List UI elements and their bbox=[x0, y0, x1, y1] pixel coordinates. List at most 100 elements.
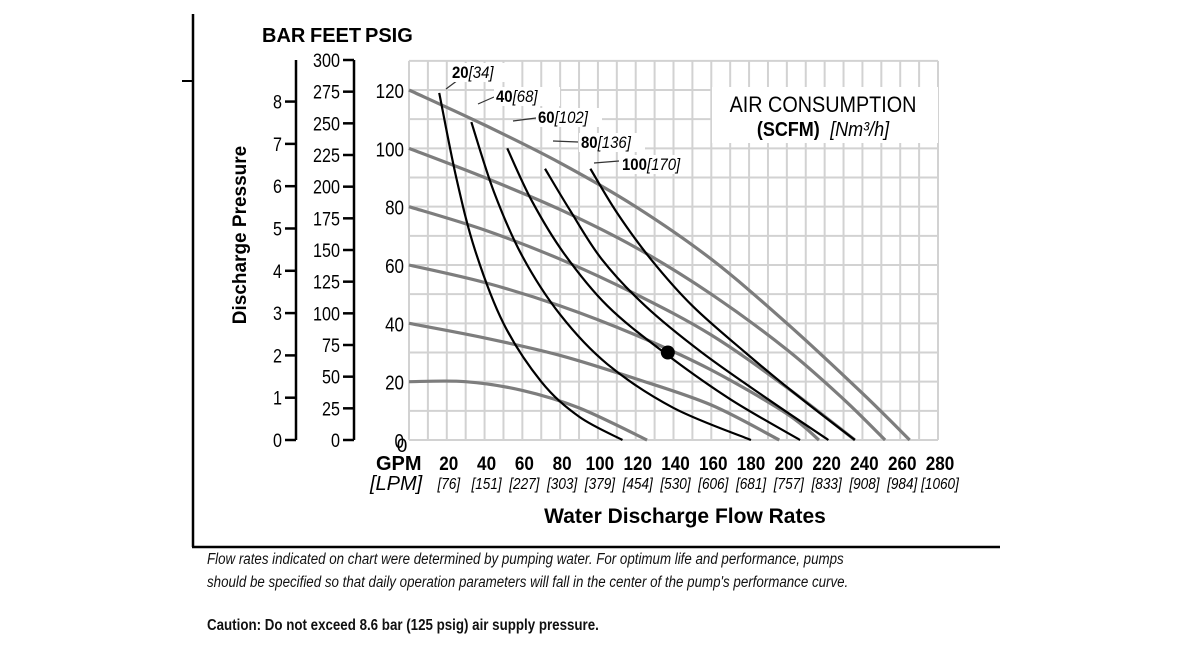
x-unit-gpm: GPM bbox=[376, 453, 422, 475]
pressure-curve bbox=[408, 379, 648, 442]
pressure-curves bbox=[408, 88, 911, 442]
bar-tick-label: 5 bbox=[273, 218, 282, 240]
air-curve-label-nm3h: [68] bbox=[512, 88, 538, 106]
x-tick-gpm-label: 220 bbox=[812, 453, 841, 474]
bar-tick-label: 4 bbox=[273, 261, 282, 283]
air-curve-leader-line bbox=[512, 117, 537, 122]
air-consumption-curve bbox=[589, 168, 856, 441]
x-tick-lpm-label: [833] bbox=[811, 476, 843, 493]
feet-tick-label: 300 bbox=[313, 50, 340, 72]
psig-tick-label: 60 bbox=[385, 255, 404, 278]
x-tick-gpm-label: 180 bbox=[737, 453, 766, 474]
note-line-1: Flow rates indicated on chart were deter… bbox=[207, 551, 844, 568]
psig-tick-label: 120 bbox=[376, 80, 404, 103]
x-tick-gpm-label: 280 bbox=[926, 453, 955, 474]
feet-tick-label: 225 bbox=[313, 145, 340, 167]
air-curve-label-scfm: 60 bbox=[538, 109, 555, 127]
x-tick-lpm-label: [151] bbox=[471, 476, 503, 493]
air-curve-leader-line bbox=[552, 140, 579, 143]
feet-tick-label: 25 bbox=[322, 398, 340, 420]
air-curves bbox=[438, 92, 856, 442]
bar-tick-label: 6 bbox=[273, 176, 282, 198]
air-curve-leader-line bbox=[477, 96, 495, 105]
bar-tick-label: 1 bbox=[273, 387, 282, 409]
x-tick-gpm-label: 260 bbox=[888, 453, 917, 474]
air-curve-label-scfm: 40 bbox=[496, 88, 513, 106]
air-curve-label-nm3h: [34] bbox=[468, 64, 494, 82]
x-tick-lpm-label: [379] bbox=[584, 476, 616, 493]
x-tick-gpm-label: 200 bbox=[775, 453, 804, 474]
air-curve-label-nm3h: [136] bbox=[597, 134, 632, 152]
air-curve-label-background bbox=[620, 155, 686, 174]
labels: 20[34]40[68]60[102] 80[136] 100[170] bbox=[445, 63, 686, 174]
psig-tick-label: 20 bbox=[385, 371, 404, 394]
air-curve-label-scfm: 20 bbox=[452, 64, 469, 82]
bar-axis-header: BAR bbox=[262, 25, 306, 47]
feet-tick-label: 150 bbox=[313, 240, 340, 262]
x-tick-lpm-label: [757] bbox=[773, 476, 805, 493]
caution-note: Caution: Do not exceed 8.6 bar (125 psig… bbox=[207, 617, 599, 634]
x-tick-gpm-label: 80 bbox=[553, 453, 572, 474]
x-tick-lpm-label: [681] bbox=[735, 476, 767, 493]
x-tick-gpm-label: 100 bbox=[586, 453, 615, 474]
pressure-curve bbox=[408, 263, 821, 442]
x-tick-gpm-label: 40 bbox=[477, 453, 496, 474]
x-axis-title: Water Discharge Flow Rates bbox=[544, 505, 826, 528]
air-consumption-curve bbox=[438, 92, 624, 441]
x-tick-gpm-label: 20 bbox=[439, 453, 458, 474]
psig-tick-label: 80 bbox=[385, 196, 404, 219]
air-curve-label-nm3h: [102] bbox=[554, 109, 589, 127]
air-curve-label-background bbox=[450, 63, 516, 82]
air-consumption-curve bbox=[544, 168, 830, 441]
legend-background bbox=[712, 87, 938, 143]
bar-tick-label: 2 bbox=[273, 345, 282, 367]
bar-tick-label: 3 bbox=[273, 303, 282, 325]
axes: 0204060801001200255075100125150175200225… bbox=[273, 50, 960, 494]
air-curve-label: 80[136] bbox=[581, 134, 631, 152]
air-curve-label-background bbox=[579, 133, 645, 152]
bar-tick-label: 8 bbox=[273, 91, 282, 113]
feet-tick-label: 100 bbox=[313, 303, 340, 325]
x-tick-lpm-label: [303] bbox=[546, 476, 578, 493]
air-curve-label: 100[170] bbox=[622, 156, 681, 174]
x-tick-lpm-label: [908] bbox=[848, 476, 880, 493]
legend-subtitle: (SCFM) [Nm³/h] bbox=[757, 119, 890, 141]
psig-tick-label: 0 bbox=[395, 430, 404, 453]
x-unit-lpm: [LPM] bbox=[369, 473, 423, 495]
legend-unit-scfm: (SCFM) bbox=[757, 119, 820, 141]
air-curve-label: 40[68] bbox=[496, 88, 538, 106]
x-tick-lpm-label: [454] bbox=[622, 476, 654, 493]
air-curve-leader-line bbox=[593, 160, 620, 164]
x-tick-lpm-label: [530] bbox=[659, 476, 691, 493]
feet-axis-header: FEET bbox=[310, 25, 361, 47]
air-curve-label-background bbox=[536, 108, 602, 127]
air-curve-label-scfm: 80 bbox=[581, 134, 598, 152]
note-line-2: should be specified so that daily operat… bbox=[207, 574, 849, 591]
x-tick-gpm-label: 60 bbox=[515, 453, 534, 474]
x-tick-gpm-label: 160 bbox=[699, 453, 728, 474]
psig-axis-header: PSIG bbox=[365, 25, 413, 47]
feet-tick-label: 50 bbox=[322, 366, 340, 388]
air-consumption-curve bbox=[506, 147, 801, 441]
air-consumption-curve bbox=[470, 121, 752, 442]
x-tick-gpm-label: 120 bbox=[623, 453, 652, 474]
feet-tick-label: 250 bbox=[313, 113, 340, 135]
x-tick-lpm-label: [984] bbox=[886, 476, 918, 493]
psig-tick-label: 100 bbox=[376, 138, 404, 161]
feet-tick-label: 0 bbox=[331, 430, 340, 452]
x-tick-gpm-label: 140 bbox=[661, 453, 690, 474]
pressure-curve bbox=[408, 321, 781, 442]
pressure-curve bbox=[408, 88, 911, 442]
x-tick-gpm-label: 240 bbox=[850, 453, 879, 474]
legend-unit-nm3h: [Nm³/h] bbox=[829, 119, 890, 141]
bar-tick-label: 7 bbox=[273, 134, 282, 156]
air-curve-label-nm3h: [170] bbox=[646, 156, 681, 174]
air-curve-label-background bbox=[494, 87, 560, 106]
x-zero-label: 0 bbox=[397, 436, 408, 457]
feet-tick-label: 275 bbox=[313, 81, 340, 103]
x-tick-lpm-label: [76] bbox=[437, 476, 461, 493]
x-tick-lpm-label: [227] bbox=[508, 476, 540, 493]
y-axis-title: Discharge Pressure bbox=[230, 146, 251, 325]
air-curve-label: 60[102] bbox=[538, 109, 588, 127]
